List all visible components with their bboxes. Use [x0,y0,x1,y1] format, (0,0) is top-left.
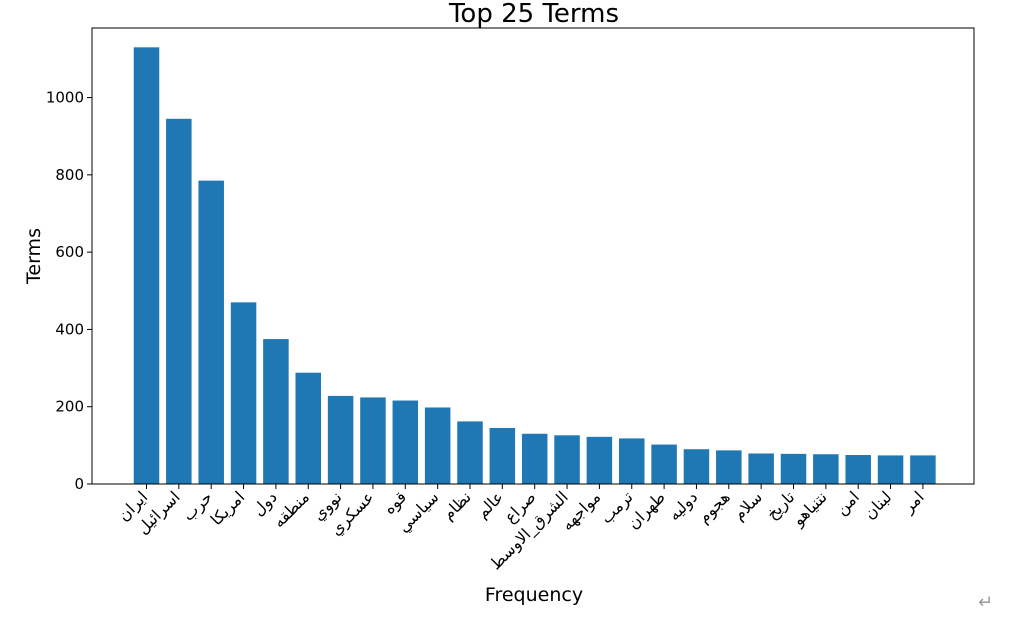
y-tick-label: 800 [55,166,84,184]
bar-16 [651,444,677,484]
chart-title: Top 25 Terms [448,0,619,29]
bar-7 [360,397,386,484]
y-tick-label: 1000 [46,89,84,107]
x-axis-label: Frequency [485,584,583,606]
bar-22 [845,455,871,484]
bar-8 [392,400,419,484]
bar-2 [198,180,224,484]
x-tick-label: لبنان [860,487,895,522]
x-tick-label: هجوم [694,487,734,527]
bar-12 [521,433,548,484]
bar-11 [489,427,516,484]
x-tick-label: منطقه [269,487,313,531]
x-tick-label: امريكا [207,487,249,529]
plot-frame [91,27,975,485]
bar-13 [554,435,580,484]
x-tick-label: عالم [473,487,508,522]
bar-21 [813,454,839,484]
y-tick-label: 600 [55,243,84,261]
bar-17 [683,449,710,484]
bar-3 [230,302,257,484]
bar-14 [586,436,613,484]
x-tick-label: طهران [624,487,670,533]
y-tick-label: 400 [55,320,84,338]
bar-20 [780,453,807,484]
bar-6 [327,395,354,484]
return-symbol: ↵ [978,592,994,613]
y-axis: 0 200 400 600 800 1000 [46,89,92,493]
bar-23 [877,455,904,484]
x-tick-label: نتنياهو [788,487,831,530]
y-axis-label: Terms [23,228,45,285]
bar-9 [424,407,451,484]
bar-18 [716,450,742,484]
bar-1 [166,118,192,484]
x-tick-label: دوليه [664,487,702,525]
bar-15 [619,438,645,484]
y-tick-label: 0 [74,475,84,493]
bar-10 [457,421,483,484]
x-tick-label: سلام [729,487,766,524]
bars-group [133,47,936,484]
bar-5 [295,372,321,484]
bar-19 [748,453,774,484]
bar-24 [910,455,936,484]
y-tick-label: 200 [55,398,84,416]
x-tick-label: امن [832,487,864,519]
bar-4 [263,339,289,484]
x-tick-label: امر [898,487,928,517]
bar-0 [133,47,160,484]
x-tick-label: نظام [439,487,475,523]
